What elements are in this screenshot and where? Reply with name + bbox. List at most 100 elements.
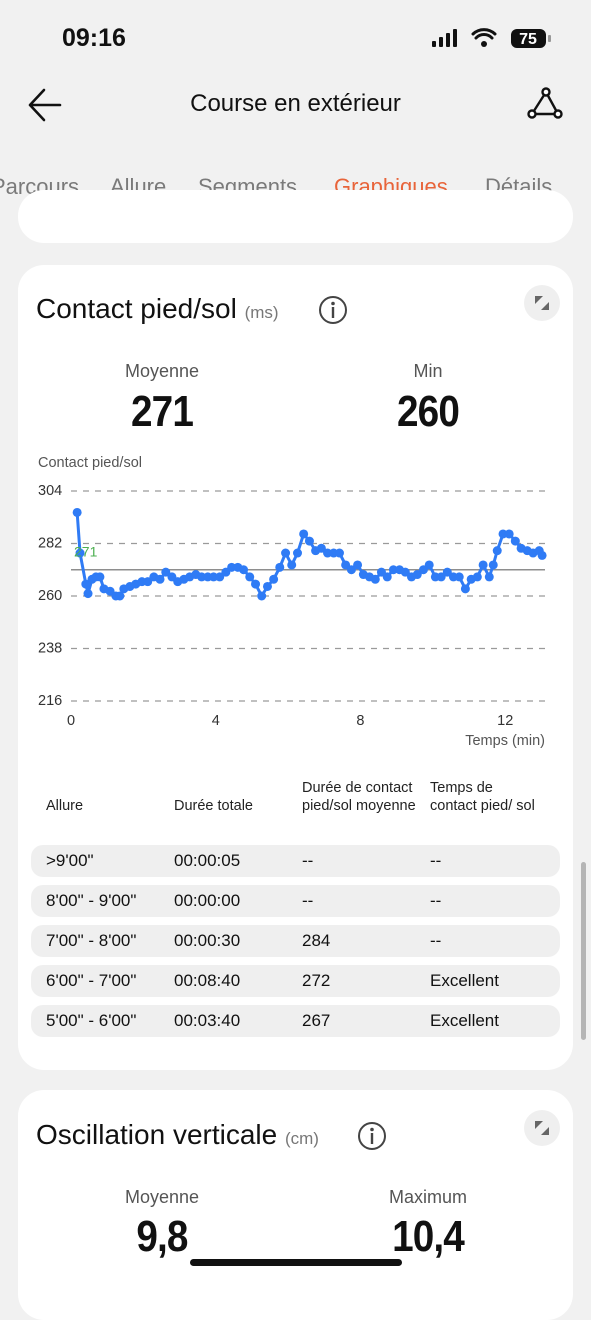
card-fragment	[18, 190, 573, 243]
table-header: Durée de contact pied/sol moyenne	[302, 780, 416, 814]
table-cell: 5'00" - 6'00"	[46, 1011, 137, 1030]
data-point	[197, 572, 207, 582]
route-node	[541, 87, 551, 97]
y-tick-label: 216	[38, 693, 62, 709]
expand-bg	[524, 1110, 560, 1146]
data-point	[143, 577, 153, 587]
data-point	[215, 572, 225, 582]
data-point	[504, 529, 514, 539]
title-unit: (ms)	[244, 303, 279, 322]
data-point	[323, 548, 333, 558]
y-axis-label: Contact pied/sol	[38, 455, 142, 471]
info-dot	[370, 1127, 374, 1132]
status-time: 09:16	[62, 24, 126, 52]
title-text: Contact pied/sol	[36, 293, 237, 324]
data-point	[442, 567, 452, 577]
data-point	[370, 574, 380, 584]
stat-label: Maximum	[388, 1187, 468, 1207]
info-stem	[370, 1133, 374, 1144]
info-dot	[331, 301, 335, 306]
data-point	[115, 591, 125, 601]
info-circle	[358, 1122, 386, 1150]
stat-value: 271	[131, 387, 194, 436]
data-point	[293, 548, 303, 558]
data-point	[227, 562, 237, 572]
info-button[interactable]	[317, 294, 349, 326]
x-tick-label: 4	[212, 713, 220, 729]
data-point	[412, 570, 422, 580]
table-cell: 7'00" - 8'00"	[46, 931, 137, 950]
signal-bar	[432, 41, 436, 47]
average-label: 271	[74, 543, 98, 559]
data-point	[316, 543, 326, 553]
x-tick-label: 0	[67, 713, 75, 729]
table-cell: --	[430, 931, 442, 950]
data-point	[275, 562, 285, 572]
table-cell: Excellent	[430, 971, 499, 990]
data-point	[161, 567, 171, 577]
data-point	[75, 548, 85, 558]
expand-icon	[535, 296, 549, 310]
table-cell: >9'00"	[46, 851, 94, 870]
data-point	[460, 584, 470, 594]
x-axis-label: Temps (min)	[465, 733, 545, 749]
x-tick-label: 12	[497, 713, 513, 729]
table-row	[31, 1005, 560, 1037]
data-point	[334, 548, 344, 558]
data-point	[251, 579, 261, 589]
table-row	[31, 965, 560, 997]
table-cell: 6'00" - 7'00"	[46, 971, 137, 990]
table-header: Temps de contact pied/ sol	[430, 780, 535, 814]
table-cell: Excellent	[430, 1011, 499, 1030]
data-point	[95, 572, 105, 582]
table-header: Durée totale	[174, 798, 253, 814]
table-cell: 8'00" - 9'00"	[46, 891, 137, 910]
route-node	[553, 109, 563, 119]
table-cell: 267	[302, 1011, 331, 1030]
info-button[interactable]	[356, 1120, 388, 1152]
data-point	[484, 572, 494, 582]
expand-button[interactable]	[522, 1108, 562, 1148]
signal-bar	[453, 29, 457, 47]
y-tick-label: 282	[38, 535, 62, 551]
table-cell: --	[430, 891, 442, 910]
page: Contact pied/sol {"status": {"time": "09…	[0, 24, 586, 1320]
table-cell: 00:00:05	[174, 851, 241, 870]
table-cell: 284	[302, 931, 331, 950]
data-point	[281, 548, 291, 558]
data-point	[155, 574, 165, 584]
route-button[interactable]	[524, 86, 564, 122]
data-point	[492, 546, 502, 556]
header-title: Course en extérieur	[190, 90, 401, 117]
data-point	[257, 591, 267, 601]
data-point	[269, 574, 279, 584]
data-point	[72, 507, 82, 517]
stat-label: Moyenne	[124, 1187, 200, 1207]
data-point	[346, 565, 356, 575]
route-node	[527, 109, 537, 119]
info-stem	[331, 307, 335, 318]
data-point	[81, 579, 91, 589]
data-point	[304, 536, 314, 546]
table-cell: 272	[302, 971, 331, 990]
status-icons: 75	[432, 28, 551, 48]
x-tick-label: 8	[356, 713, 364, 729]
wifi	[471, 28, 497, 40]
card-title: Contact pied/sol (ms)	[36, 293, 279, 325]
info-circle	[319, 296, 347, 324]
title-unit: (cm)	[284, 1129, 319, 1148]
data-point	[400, 567, 410, 577]
table-row	[31, 925, 560, 957]
data-point	[239, 565, 249, 575]
route-icon	[530, 90, 560, 116]
y-tick-label: 238	[38, 640, 62, 656]
battery	[511, 29, 546, 48]
stat-label: Moyenne	[124, 361, 200, 381]
screen: 09:16 75 Course en extérieur Parcours Al…	[0, 24, 586, 1320]
table-header: Allure	[46, 798, 84, 814]
title-text: Oscillation verticale	[36, 1119, 278, 1150]
data-point	[424, 560, 434, 570]
back-button[interactable]	[26, 86, 66, 126]
battery-tip	[548, 35, 551, 42]
expand-button[interactable]	[522, 283, 562, 323]
